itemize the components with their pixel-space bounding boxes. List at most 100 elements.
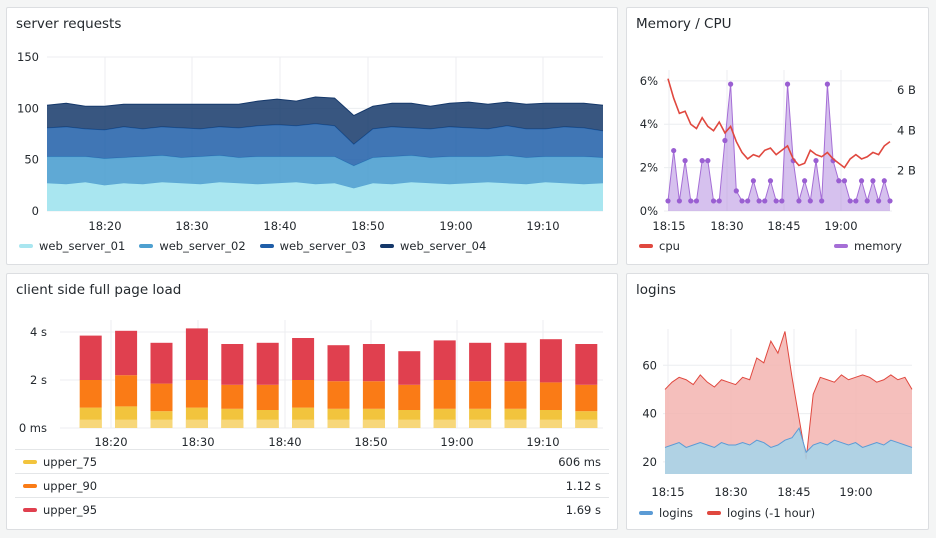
y-tick-label: 150 (17, 50, 39, 64)
memory-cpu-legend: cpu memory (639, 239, 916, 253)
panel-title[interactable]: Memory / CPU (636, 16, 732, 32)
x-tick-label: 19:10 (526, 219, 559, 233)
panel-title[interactable]: logins (636, 282, 676, 298)
legend-swatch (707, 511, 722, 515)
memory-point (784, 81, 791, 87)
memory-point (864, 198, 870, 204)
legend-series[interactable]: upper_75 (23, 455, 97, 469)
legend-item-logins[interactable]: logins (639, 506, 693, 520)
bar-base-segment (575, 419, 598, 428)
page-load-chart: 4 s 2 s 0 ms 18:20 18:30 18:40 18:50 19:00 19:10 (19, 320, 603, 449)
y-right-tick-label: 4 B (897, 123, 916, 137)
legend-row-upper_75[interactable]: upper_75 606 ms (15, 449, 609, 473)
y-tick-label: 2 s (30, 373, 47, 387)
area-web_server_04 (47, 97, 603, 145)
bar-base-segment (79, 419, 102, 428)
legend-label: web_server_01 (39, 239, 126, 253)
memory-point (710, 198, 717, 204)
memory-point (853, 198, 859, 204)
server-requests-chart: 150 100 50 0 18:20 18:30 18:40 18:50 19:00 19:10 (17, 50, 604, 233)
y-tick-label: 4 s (30, 325, 47, 339)
bar-base-segment (185, 419, 208, 428)
area-logins (665, 428, 912, 474)
legend-label: upper_95 (43, 502, 98, 517)
panel-title[interactable]: server requests (16, 16, 122, 32)
legend-label: web_server_02 (159, 239, 246, 253)
bar-upper_95 (150, 342, 173, 384)
bar-upper_90 (79, 380, 102, 408)
bar-upper_90 (292, 380, 315, 408)
legend-swatch (23, 483, 37, 488)
legend-item-cpu[interactable]: cpu (639, 239, 680, 253)
legend-row-upper_95[interactable]: upper_95 1.69 s (15, 497, 609, 521)
legend-value: 1.69 s (565, 502, 601, 517)
x-tick-label: 18:45 (777, 485, 810, 499)
bar-base-segment (398, 419, 421, 428)
y-left-tick-label: 0% (640, 204, 658, 218)
memory-line (667, 84, 891, 203)
bar-base-segment (292, 419, 315, 428)
memory-point (824, 81, 830, 87)
bar-upper_90 (150, 383, 173, 412)
bar-upper_95 (256, 342, 279, 385)
y-left-tick-label: 6% (640, 74, 658, 88)
legend-item-web-server-03[interactable]: web_server_03 (259, 239, 366, 253)
y-tick-label: 50 (24, 153, 39, 167)
bar-upper_90 (433, 380, 456, 409)
bar-upper_95 (292, 338, 315, 380)
area-logins-1-hour- (665, 331, 912, 474)
legend-item-web-server-04[interactable]: web_server_04 (379, 239, 486, 253)
bar-upper_95 (327, 345, 350, 382)
page-load-legend-table: upper_75 606 ms upper_90 1.12 s upper_95 1.69… (15, 449, 609, 521)
y-left-tick-label: 2% (640, 161, 658, 175)
memory-point (682, 158, 688, 164)
legend-item-logins-1-hour-[interactable]: logins (-1 hour) (707, 506, 815, 520)
memory-point (807, 198, 813, 204)
x-tick-label: 18:15 (651, 485, 684, 499)
x-tick-label: 18:30 (710, 219, 743, 233)
bar-upper_95 (362, 344, 385, 382)
legend-series[interactable]: upper_90 (23, 479, 97, 493)
memory-point (671, 147, 677, 154)
bar-upper_95 (221, 344, 244, 385)
legend-item-web-server-02[interactable]: web_server_02 (139, 239, 246, 253)
y-left-tick-label: 4% (640, 117, 658, 131)
bar-upper_90 (575, 384, 598, 412)
x-tick-label: 18:30 (714, 485, 747, 499)
memory-point (688, 198, 694, 204)
memory-point (762, 198, 768, 204)
bar-upper_95 (433, 340, 456, 380)
memory-point (870, 178, 876, 184)
legend-swatch (19, 244, 33, 248)
memory-point (876, 198, 882, 204)
bar-upper_90 (115, 375, 138, 407)
legend-value: 1.12 s (565, 478, 601, 493)
legend-label: upper_75 (43, 454, 98, 469)
memory-point (739, 198, 745, 204)
legend-swatch (259, 244, 274, 248)
bar-upper_90 (398, 384, 421, 410)
legend-row-upper_90[interactable]: upper_90 1.12 s (15, 473, 609, 497)
logins-panel: logins 60 40 20 18:15 18:30 18:45 19:00 logins… (626, 273, 929, 530)
bar-base-segment (221, 419, 244, 428)
bar-upper_95 (185, 328, 208, 380)
legend-item-memory[interactable]: memory (833, 239, 902, 253)
logins-chart: 60 40 20 18:15 18:30 18:45 19:00 (642, 329, 913, 499)
memory-point (733, 188, 739, 194)
memory-cpu-panel: Memory / CPU 6% 4% 2% 0% 6 B 4 B 2 B 18:15 18:30… (626, 7, 929, 265)
bar-upper_90 (539, 382, 562, 410)
bar-base-segment (327, 419, 350, 428)
y-tick-label: 0 (32, 204, 39, 218)
legend-item-web-server-01[interactable]: web_server_01 (19, 239, 125, 253)
x-tick-label: 19:00 (839, 485, 872, 499)
bar-upper_95 (504, 342, 527, 382)
bar-upper_95 (469, 342, 492, 382)
legend-series[interactable]: upper_95 (23, 503, 97, 517)
bar-upper_90 (327, 381, 350, 409)
x-tick-label: 18:50 (354, 435, 387, 449)
bar-upper_90 (504, 381, 527, 409)
panel-title[interactable]: client side full page load (16, 282, 182, 298)
legend-swatch (639, 244, 653, 248)
line-logins (664, 426, 913, 454)
bar-base-segment (539, 419, 562, 428)
